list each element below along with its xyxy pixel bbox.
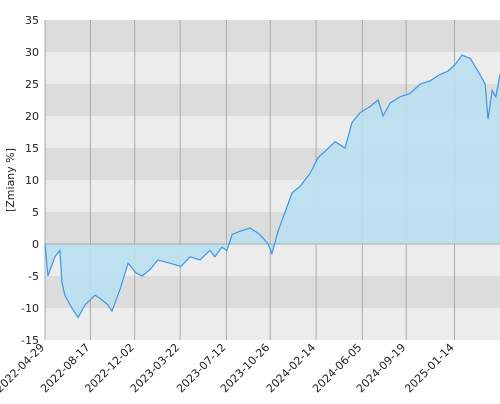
y-axis-label: [Zmiany %] xyxy=(4,148,17,212)
grid-band xyxy=(45,20,500,52)
x-tick-label: 2025-01-14 xyxy=(402,341,456,395)
grid-band xyxy=(45,52,500,84)
y-tick-label: -15 xyxy=(21,334,39,347)
y-tick-label: 0 xyxy=(32,238,39,251)
y-tick-label: 30 xyxy=(25,46,39,59)
grid-band xyxy=(45,308,500,340)
y-tick-label: 25 xyxy=(25,78,39,91)
y-tick-label: -5 xyxy=(28,270,39,283)
y-tick-label: -10 xyxy=(21,302,39,315)
y-tick-label: 10 xyxy=(25,174,39,187)
line xyxy=(44,54,500,319)
y-tick-label: 15 xyxy=(25,142,39,155)
area xyxy=(45,55,500,318)
y-tick-label: 20 xyxy=(25,110,39,123)
y-tick-label: 5 xyxy=(32,206,39,219)
y-tick-label: 35 xyxy=(25,14,39,27)
